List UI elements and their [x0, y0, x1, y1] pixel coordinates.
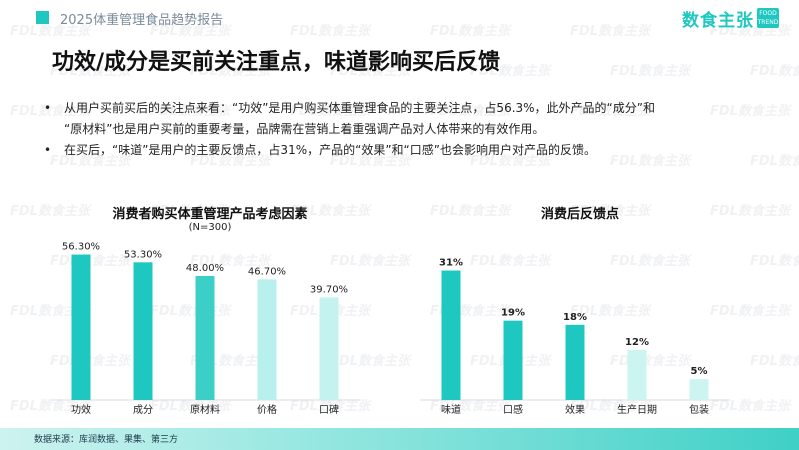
category-label: 生产日期: [617, 403, 657, 416]
bullet-text-line: 从用户买前买后的关注点来看：“功效”是用户购买体重管理食品的主要关注点，占56.…: [64, 101, 655, 115]
data-label: 5%: [691, 366, 708, 377]
data-label: 12%: [625, 337, 649, 348]
brand-name: 数食主张: [682, 10, 754, 31]
bar: [689, 379, 709, 400]
bar: [319, 297, 339, 400]
category-label: 功效: [71, 403, 91, 416]
data-label: 39.70%: [310, 284, 348, 295]
category-label: 成分: [133, 404, 153, 416]
bullet-list: • 从用户买前买后的关注点来看：“功效”是用户购买体重管理食品的主要关注点，占5…: [42, 98, 772, 161]
category-label: 口感: [503, 403, 523, 416]
brand-logo: 数食主张 FOOD TREND: [682, 6, 779, 31]
category-label: 包装: [689, 403, 709, 416]
data-source: 数据来源：库润数据、果集、第三方: [34, 435, 179, 445]
data-label: 53.30%: [124, 249, 162, 260]
bullet-text-line: 在买后，“味道”是用户的主要反馈点，占31%，产品的“效果”和“口感”也会影响用…: [64, 143, 596, 157]
data-label: 56.30%: [62, 242, 100, 253]
data-label: 18%: [563, 312, 587, 323]
charts-svg: 56.30% 功效 53.30% 成分 48.00% 原材料 46.70% 价格 39.70% 口…: [50, 242, 730, 416]
bar: [627, 349, 647, 400]
bar: [257, 279, 277, 400]
bar: [441, 270, 461, 400]
bar: [133, 262, 153, 400]
category-label: 价格: [257, 403, 277, 416]
category-label: 味道: [441, 403, 461, 416]
bullet-item: • 在买后，“味道”是用户的主要反馈点，占31%，产品的“效果”和“口感”也会影…: [42, 140, 772, 161]
brand-tag: FOOD TREND: [757, 8, 779, 28]
header-square-icon: [36, 11, 49, 24]
bullet-dot-icon: •: [44, 143, 52, 157]
bullet-text-line: “原材料”也是用户买前的重要考量，品牌需在营销上着重强调产品对人体带来的有效作用…: [64, 122, 545, 136]
data-label: 19%: [501, 308, 525, 319]
footer-bar: [0, 428, 799, 450]
category-label: 效果: [565, 403, 585, 416]
chart-subtitle-left: (N=300): [188, 222, 232, 233]
bullet-dot-icon: •: [44, 101, 52, 115]
bar: [503, 320, 523, 400]
bar: [565, 324, 585, 400]
chart-title-right: 消费后反馈点: [540, 207, 619, 222]
data-label: 31%: [439, 258, 463, 269]
bullet-item: • 从用户买前买后的关注点来看：“功效”是用户购买体重管理食品的主要关注点，占5…: [42, 98, 772, 140]
bar: [71, 254, 91, 400]
chart-title-left: 消费者购买体重管理产品考虑因素: [112, 207, 308, 222]
data-label: 48.00%: [186, 263, 224, 274]
category-label: 口碑: [319, 403, 339, 416]
page-title: 功效/成分是买前关注重点，味道影响买后反馈: [52, 50, 501, 75]
category-label: 原材料: [190, 403, 220, 416]
data-label: 46.70%: [248, 266, 286, 277]
report-title: 2025体重管理食品趋势报告: [60, 13, 224, 28]
bar: [195, 276, 215, 400]
report-header: 2025体重管理食品趋势报告 数食主张 FOOD TREND: [0, 0, 799, 36]
